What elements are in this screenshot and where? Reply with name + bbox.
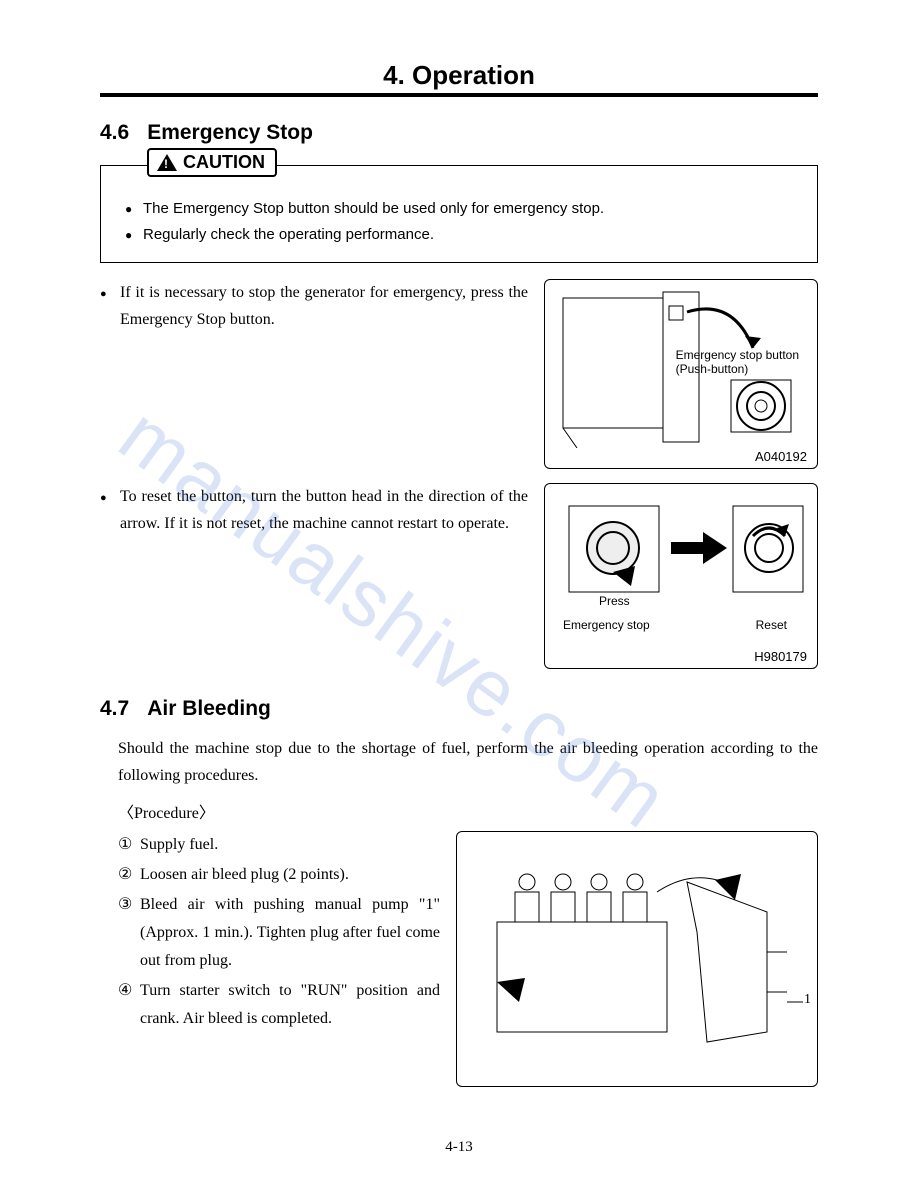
figure-code: A040192 bbox=[755, 449, 807, 464]
paragraph: To reset the button, turn the button hea… bbox=[100, 483, 528, 537]
chapter-title: 4. Operation bbox=[100, 60, 818, 91]
procedure-list: ①Supply fuel. ②Loosen air bleed plug (2 … bbox=[118, 831, 440, 1035]
caution-box: CAUTION The Emergency Stop button should… bbox=[100, 165, 818, 263]
procedure-step: ②Loosen air bleed plug (2 points). bbox=[118, 861, 440, 889]
figure-code: H980179 bbox=[754, 649, 807, 664]
engine-label-1: 1 bbox=[804, 992, 811, 1008]
section-title: Emergency Stop bbox=[147, 121, 313, 144]
caution-item: Regularly check the operating performanc… bbox=[125, 222, 793, 248]
procedure-row: ①Supply fuel. ②Loosen air bleed plug (2 … bbox=[100, 831, 818, 1087]
estop-row-2: To reset the button, turn the button hea… bbox=[100, 483, 818, 669]
estop-label: Emergency stop bbox=[563, 618, 650, 632]
chapter-rule bbox=[100, 93, 818, 97]
section-4-7-heading: 4.7 Air Bleeding bbox=[100, 697, 818, 721]
page-number: 4-13 bbox=[0, 1139, 918, 1156]
section-4-6-heading: 4.6 Emergency Stop bbox=[100, 121, 818, 145]
caution-text: CAUTION bbox=[183, 152, 265, 173]
text-column: If it is necessary to stop the generator… bbox=[100, 279, 528, 333]
reset-label: Reset bbox=[756, 618, 787, 632]
procedure-label: 〈Procedure〉 bbox=[118, 799, 818, 823]
estop-row-1: If it is necessary to stop the generator… bbox=[100, 279, 818, 469]
figure-reset-button: Press Emergency stop Reset H980179 bbox=[544, 483, 818, 669]
press-label: Press bbox=[599, 594, 630, 608]
fig-caption: Emergency stop button (Push-button) bbox=[676, 348, 799, 376]
text-column: To reset the button, turn the button hea… bbox=[100, 483, 528, 537]
procedure-step: ①Supply fuel. bbox=[118, 831, 440, 859]
section-title: Air Bleeding bbox=[147, 697, 271, 720]
caution-label: CAUTION bbox=[147, 148, 277, 177]
section-intro: Should the machine stop due to the short… bbox=[118, 735, 818, 789]
warning-triangle-icon bbox=[157, 154, 177, 171]
procedure-step: ③Bleed air with pushing manual pump "1" … bbox=[118, 891, 440, 975]
paragraph: If it is necessary to stop the generator… bbox=[100, 279, 528, 333]
section-number: 4.6 bbox=[100, 121, 129, 145]
caution-bullet-list: The Emergency Stop button should be used… bbox=[125, 196, 793, 248]
section-number: 4.7 bbox=[100, 697, 129, 721]
caution-item: The Emergency Stop button should be used… bbox=[125, 196, 793, 222]
figure-engine: 1 bbox=[456, 831, 818, 1087]
figure-emergency-button: Emergency stop button (Push-button) A040… bbox=[544, 279, 818, 469]
engine-diagram-icon bbox=[457, 832, 817, 1086]
procedure-step: ④Turn starter switch to "RUN" position a… bbox=[118, 977, 440, 1033]
